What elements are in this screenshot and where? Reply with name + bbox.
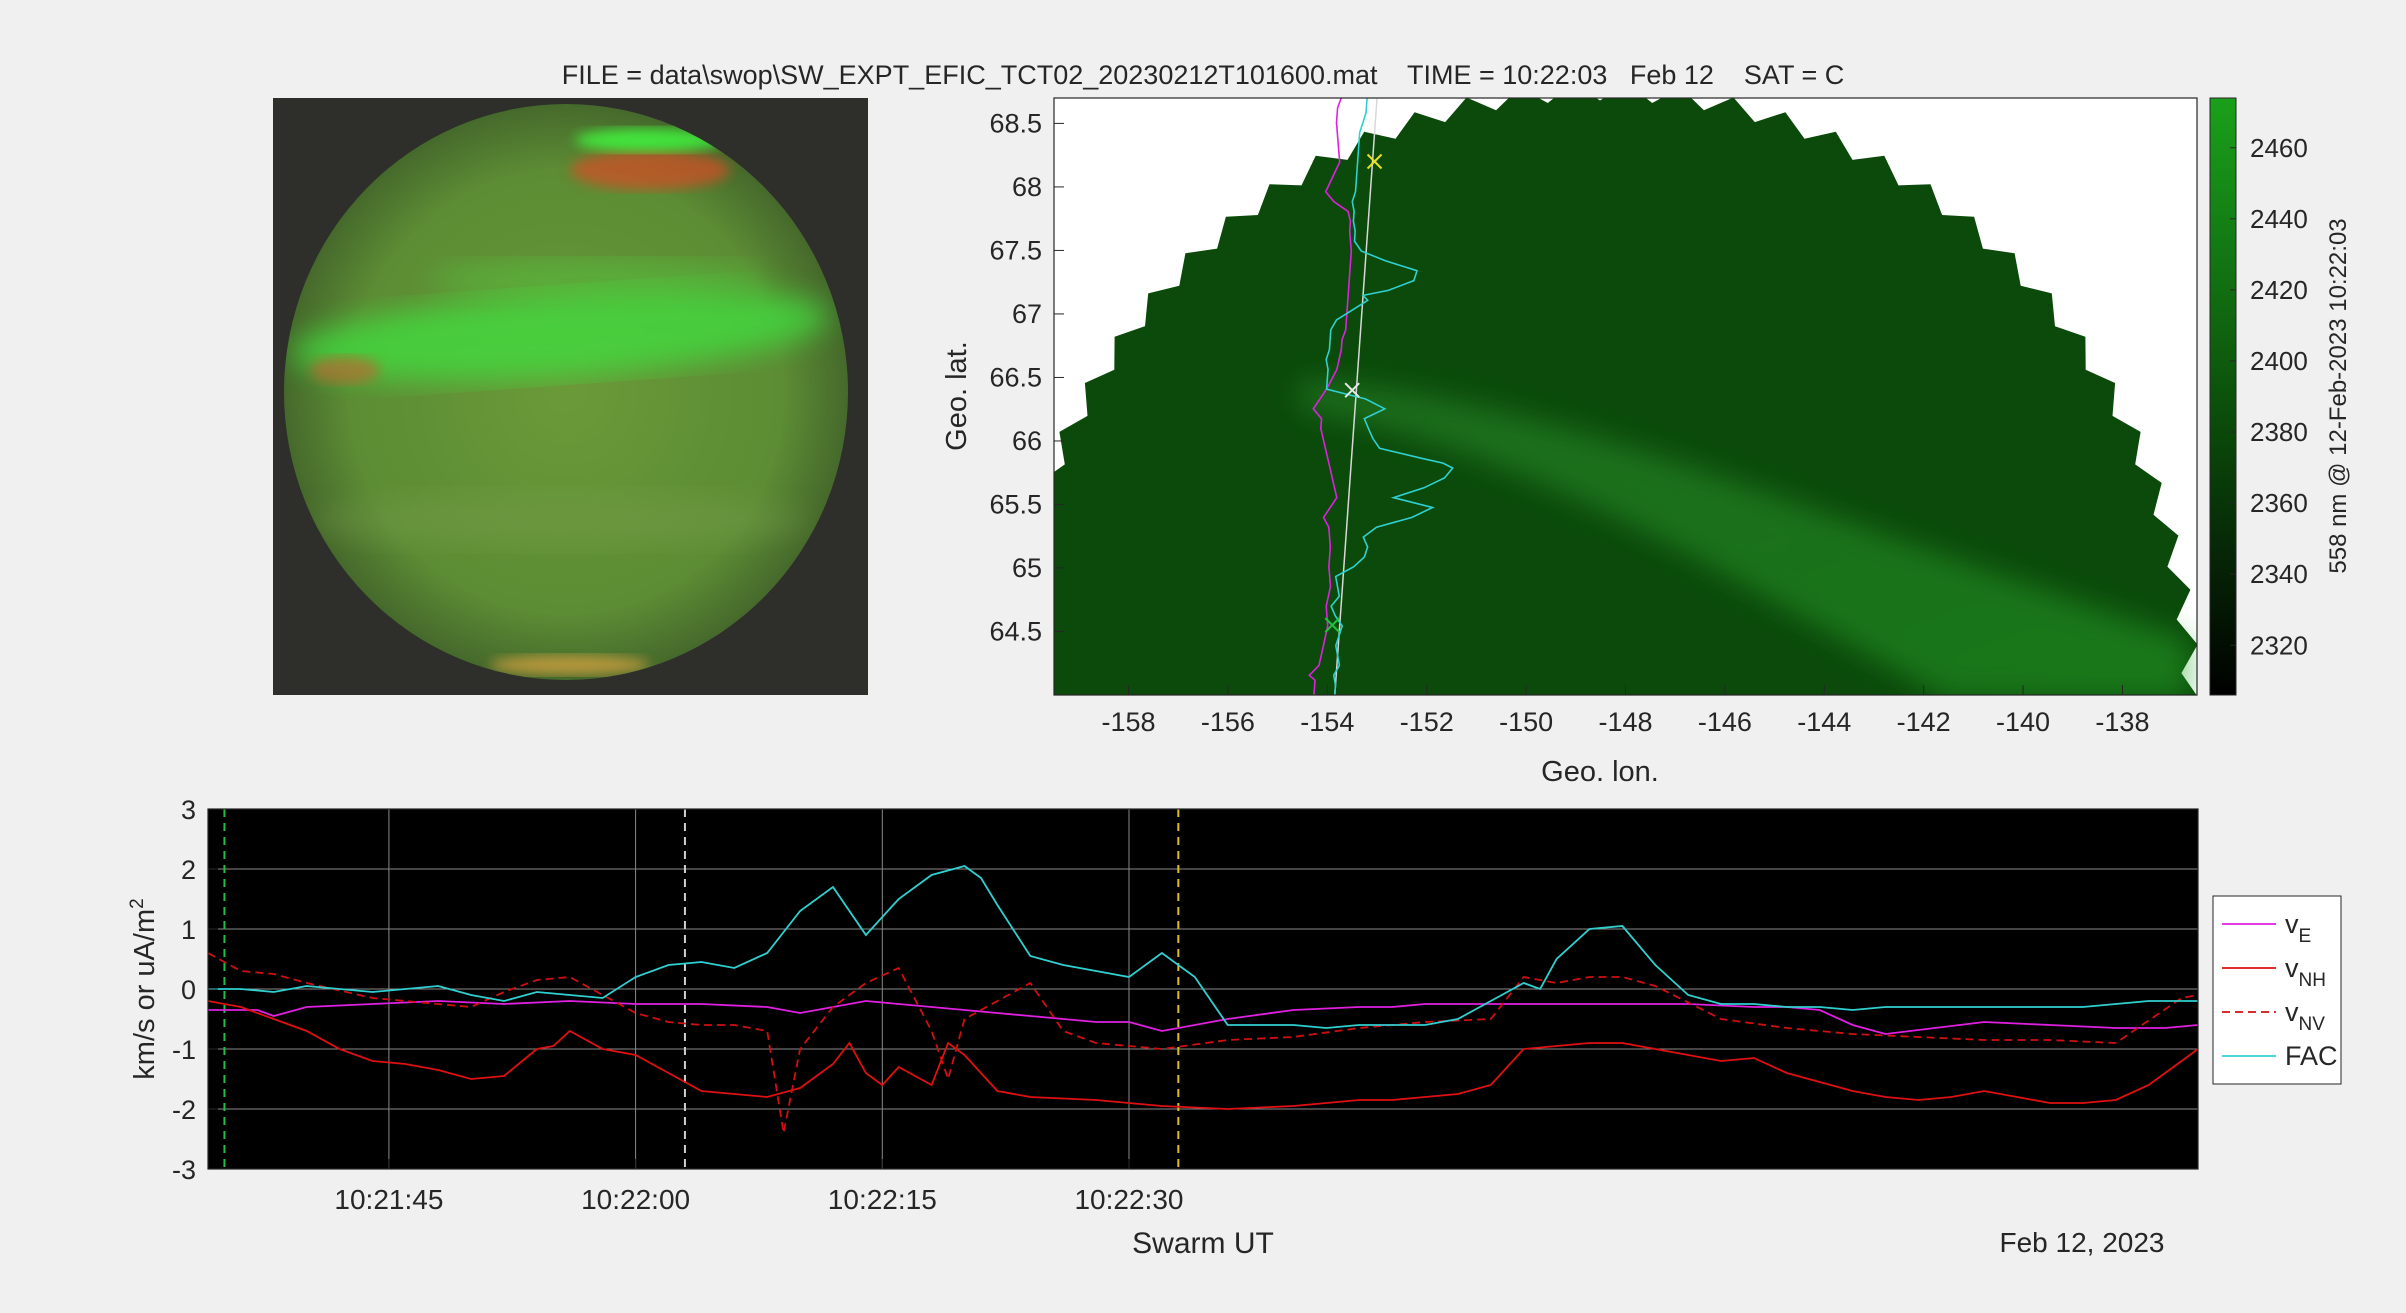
map-trace-fac bbox=[1325, 98, 1454, 695]
colorbar-tick-label: 2460 bbox=[2250, 133, 2308, 163]
map-ylabel: Geo. lat. bbox=[941, 341, 973, 451]
aurora-lower-band bbox=[310, 492, 810, 548]
map-panel: -158 -156 -154 -152 -150 -148 -146 -144 -142 -140… bbox=[941, 97, 2198, 788]
ts-xlabel: Swarm UT bbox=[1132, 1227, 1274, 1260]
map-xtick-label: -138 bbox=[2095, 707, 2149, 737]
track-marker-green bbox=[1324, 617, 1341, 633]
map-ytick-label: 66.5 bbox=[989, 362, 1042, 392]
ts-ytick-label: 1 bbox=[181, 915, 196, 945]
ts-xtick-label: 10:22:00 bbox=[581, 1184, 690, 1215]
series-line-v-nh bbox=[208, 1000, 2198, 1110]
map-ytick-label: 67.5 bbox=[989, 235, 1042, 265]
ts-ylabel-text: km/s or uA/m bbox=[129, 909, 161, 1080]
legend-item: vE bbox=[2222, 909, 2311, 947]
legend-label: vNV bbox=[2285, 997, 2325, 1035]
aurora-band-faint bbox=[430, 260, 770, 300]
legend-label: vNH bbox=[2285, 953, 2326, 991]
map-ytick-label: 65.5 bbox=[989, 489, 1042, 519]
aurora-top-red bbox=[570, 150, 730, 190]
colorbar-tick-label: 2440 bbox=[2250, 204, 2308, 234]
aurora-left-red bbox=[310, 356, 380, 384]
map-xtick-label: -152 bbox=[1400, 707, 1454, 737]
map-xtick-label: -156 bbox=[1201, 707, 1255, 737]
ts-xtick-label: 10:22:30 bbox=[1074, 1184, 1183, 1215]
track-marker-yellow bbox=[1366, 153, 1383, 170]
colorbar: 2320 2340 2360 2380 2400 2420 2440 2460 558 nm … bbox=[2209, 97, 2352, 696]
series-line-v-nv bbox=[208, 952, 2198, 1134]
ts-xtick-label: 10:21:45 bbox=[334, 1184, 443, 1215]
allsky-image bbox=[273, 98, 868, 695]
legend: vE vNH vNV FAC bbox=[2212, 895, 2342, 1085]
map-ytick-label: 65 bbox=[1012, 553, 1042, 583]
legend-item: FAC bbox=[2222, 1041, 2338, 1071]
aurora-arc bbox=[1300, 380, 2190, 695]
colorbar-tick-label: 2400 bbox=[2250, 346, 2308, 376]
map-xtick-label: -140 bbox=[1996, 707, 2050, 737]
ts-ytick-label: -2 bbox=[172, 1095, 196, 1125]
map-xtick-label: -154 bbox=[1300, 707, 1354, 737]
colorbar-label: 558 nm @ 12-Feb-2023 10:22:03 bbox=[2325, 218, 2352, 573]
legend-label: vE bbox=[2285, 909, 2311, 947]
map-ytick-label: 67 bbox=[1012, 299, 1042, 329]
aurora-band bbox=[290, 289, 830, 381]
ts-xtick-label: 10:22:15 bbox=[828, 1184, 937, 1215]
map-ytick-label: 66 bbox=[1012, 426, 1042, 456]
map-xtick-label: -142 bbox=[1897, 707, 1951, 737]
figure-title: FILE = data\swop\SW_EXPT_EFIC_TCT02_2023… bbox=[562, 60, 1844, 90]
ts-ytick-label: 2 bbox=[181, 855, 196, 885]
map-xtick-label: -146 bbox=[1698, 707, 1752, 737]
aurora-top-green bbox=[575, 128, 725, 152]
colorbar-tick-label: 2320 bbox=[2250, 630, 2308, 660]
legend-item: vNH bbox=[2222, 953, 2326, 991]
allsky-disk bbox=[284, 104, 848, 680]
ts-ytick-label: -3 bbox=[172, 1155, 196, 1185]
map-xtick-label: -148 bbox=[1598, 707, 1652, 737]
ts-ylabel-sup: 2 bbox=[127, 898, 148, 909]
ts-ytick-label: 0 bbox=[181, 975, 196, 1005]
map-xtick-label: -150 bbox=[1499, 707, 1553, 737]
colorbar-tick-label: 2420 bbox=[2250, 275, 2308, 305]
legend-label: FAC bbox=[2285, 1041, 2338, 1071]
track-marker-white bbox=[1344, 382, 1360, 398]
series-line-fac bbox=[208, 865, 2198, 1029]
ts-ylabel: km/s or uA/m2 bbox=[127, 898, 161, 1079]
legend-item: vNV bbox=[2222, 997, 2325, 1035]
series-line-v-e bbox=[208, 1000, 2198, 1035]
map-ytick-label: 64.5 bbox=[989, 616, 1042, 646]
colorbar-tick-label: 2360 bbox=[2250, 488, 2308, 518]
colorbar-ramp bbox=[2209, 97, 2237, 696]
map-ytick-label: 68 bbox=[1012, 172, 1042, 202]
ts-ytick-label: 3 bbox=[181, 795, 196, 825]
map-ytick-label: 68.5 bbox=[989, 108, 1042, 138]
timeseries-panel: -3 -2 -1 0 1 2 3 10:21:45 10:22:00 10:22:15 10:22:… bbox=[127, 795, 2199, 1260]
map-trace-ve bbox=[1308, 98, 1353, 695]
colorbar-tick-label: 2380 bbox=[2250, 417, 2308, 447]
legend-box bbox=[2212, 895, 2342, 1085]
colorbar-tick-label: 2340 bbox=[2250, 559, 2308, 589]
map-xtick-label: -144 bbox=[1797, 707, 1851, 737]
aurora-bottom-red bbox=[490, 655, 650, 675]
map-xtick-label: -158 bbox=[1102, 707, 1156, 737]
ts-ytick-label: -1 bbox=[172, 1035, 196, 1065]
ts-date-label: Feb 12, 2023 bbox=[1999, 1227, 2164, 1258]
map-xlabel: Geo. lon. bbox=[1541, 756, 1659, 788]
